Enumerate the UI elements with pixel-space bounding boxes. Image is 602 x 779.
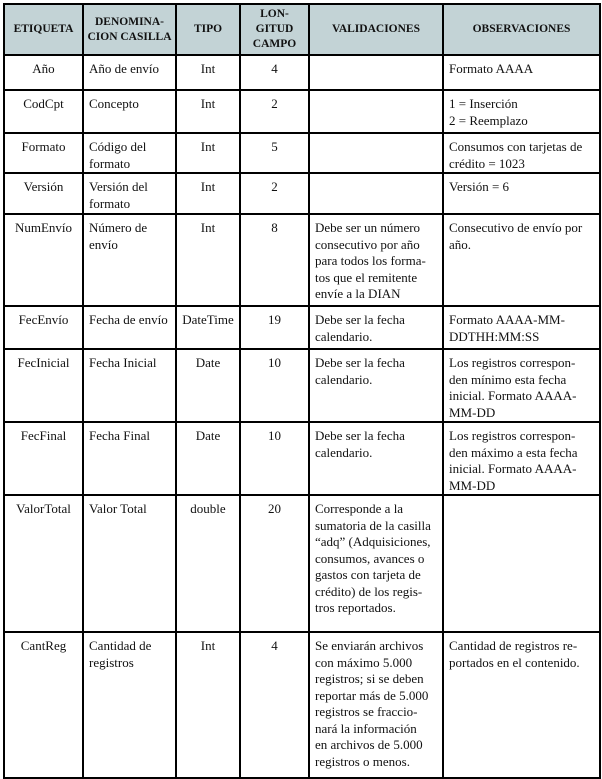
cell-tipo: Int <box>175 54 241 91</box>
cell-tipo: Date <box>175 421 241 496</box>
table-row: NumEnvío Número de envío Int 8 Debe ser un n… <box>3 213 601 307</box>
cell-tipo: Int <box>175 132 241 174</box>
cell-longitud: 2 <box>239 89 310 134</box>
cell-denominacion: Cantidad de registros <box>82 631 177 779</box>
cell-validaciones: Se enviarán archivos con máximo 5.000 re… <box>308 631 444 779</box>
cell-tipo: Int <box>175 631 241 779</box>
col-denominacion: DENOMINA- CION CASILLA <box>82 3 177 56</box>
cell-longitud: 4 <box>239 54 310 91</box>
table-row: FecEnvío Fecha de envío DateTime 19 Debe ser… <box>3 305 601 350</box>
cell-longitud: 19 <box>239 305 310 350</box>
table-row: Versión Versión del formato Int 2 Versión = … <box>3 172 601 215</box>
cell-denominacion: Fecha de envío <box>82 305 177 350</box>
table-row: CodCpt Concepto Int 2 1 = Inserción 2 = Reem… <box>3 89 601 134</box>
col-observaciones: OBSERVACIONES <box>442 3 601 56</box>
cell-etiqueta: CodCpt <box>3 89 84 134</box>
cell-tipo: Int <box>175 213 241 307</box>
cell-validaciones <box>308 89 444 134</box>
col-tipo: TIPO <box>175 3 241 56</box>
table-row: Año Año de envío Int 4 Formato AAAA <box>3 54 601 91</box>
cell-observaciones: Formato AAAA <box>442 54 601 91</box>
col-validaciones: VALIDACIONES <box>308 3 444 56</box>
cell-longitud: 20 <box>239 494 310 633</box>
cell-longitud: 5 <box>239 132 310 174</box>
cell-observaciones: Los registros correspon- den máximo a es… <box>442 421 601 496</box>
cell-longitud: 2 <box>239 172 310 215</box>
cell-denominacion: Fecha Final <box>82 421 177 496</box>
cell-validaciones: Debe ser un número consecutivo por año p… <box>308 213 444 307</box>
cell-longitud: 8 <box>239 213 310 307</box>
cell-validaciones <box>308 132 444 174</box>
cell-validaciones: Corresponde a la sumatoria de la casilla… <box>308 494 444 633</box>
cell-observaciones: Los registros correspon- den mínimo esta… <box>442 348 601 423</box>
cell-observaciones: 1 = Inserción 2 = Reemplazo <box>442 89 601 134</box>
field-spec-table: ETIQUETA DENOMINA- CION CASILLA TIPO LON… <box>3 3 601 779</box>
cell-denominacion: Versión del formato <box>82 172 177 215</box>
cell-etiqueta: Año <box>3 54 84 91</box>
cell-observaciones: Formato AAAA-MM- DDTHH:MM:SS <box>442 305 601 350</box>
cell-observaciones: Consumos con tarjetas de crédito = 1023 <box>442 132 601 174</box>
cell-longitud: 10 <box>239 421 310 496</box>
cell-denominacion: Fecha Inicial <box>82 348 177 423</box>
header-row: ETIQUETA DENOMINA- CION CASILLA TIPO LON… <box>3 3 601 56</box>
table-row: FecFinal Fecha Final Date 10 Debe ser la fec… <box>3 421 601 496</box>
table-row: ValorTotal Valor Total double 20 Corresponde… <box>3 494 601 633</box>
cell-tipo: Date <box>175 348 241 423</box>
cell-observaciones: Consecutivo de envío por año. <box>442 213 601 307</box>
col-etiqueta: ETIQUETA <box>3 3 84 56</box>
cell-denominacion: Año de envío <box>82 54 177 91</box>
table-row: CantReg Cantidad de registros Int 4 Se envia… <box>3 631 601 779</box>
cell-denominacion: Concepto <box>82 89 177 134</box>
cell-etiqueta: Versión <box>3 172 84 215</box>
cell-denominacion: Valor Total <box>82 494 177 633</box>
cell-etiqueta: CantReg <box>3 631 84 779</box>
cell-denominacion: Código del formato <box>82 132 177 174</box>
cell-etiqueta: NumEnvío <box>3 213 84 307</box>
cell-observaciones: Cantidad de registros re- portados en el… <box>442 631 601 779</box>
cell-validaciones: Debe ser la fecha calendario. <box>308 305 444 350</box>
cell-validaciones <box>308 54 444 91</box>
cell-validaciones: Debe ser la fecha calendario. <box>308 421 444 496</box>
cell-tipo: double <box>175 494 241 633</box>
cell-observaciones: Versión = 6 <box>442 172 601 215</box>
cell-validaciones: Debe ser la fecha calendario. <box>308 348 444 423</box>
cell-etiqueta: FecInicial <box>3 348 84 423</box>
cell-etiqueta: Formato <box>3 132 84 174</box>
cell-longitud: 10 <box>239 348 310 423</box>
cell-tipo: DateTime <box>175 305 241 350</box>
table-row: Formato Código del formato Int 5 Consumos co… <box>3 132 601 174</box>
cell-tipo: Int <box>175 172 241 215</box>
cell-validaciones <box>308 172 444 215</box>
cell-longitud: 4 <box>239 631 310 779</box>
cell-etiqueta: FecFinal <box>3 421 84 496</box>
col-longitud: LON- GITUD CAMPO <box>239 3 310 56</box>
cell-observaciones <box>442 494 601 633</box>
cell-tipo: Int <box>175 89 241 134</box>
cell-denominacion: Número de envío <box>82 213 177 307</box>
cell-etiqueta: ValorTotal <box>3 494 84 633</box>
cell-etiqueta: FecEnvío <box>3 305 84 350</box>
table-row: FecInicial Fecha Inicial Date 10 Debe ser la… <box>3 348 601 423</box>
